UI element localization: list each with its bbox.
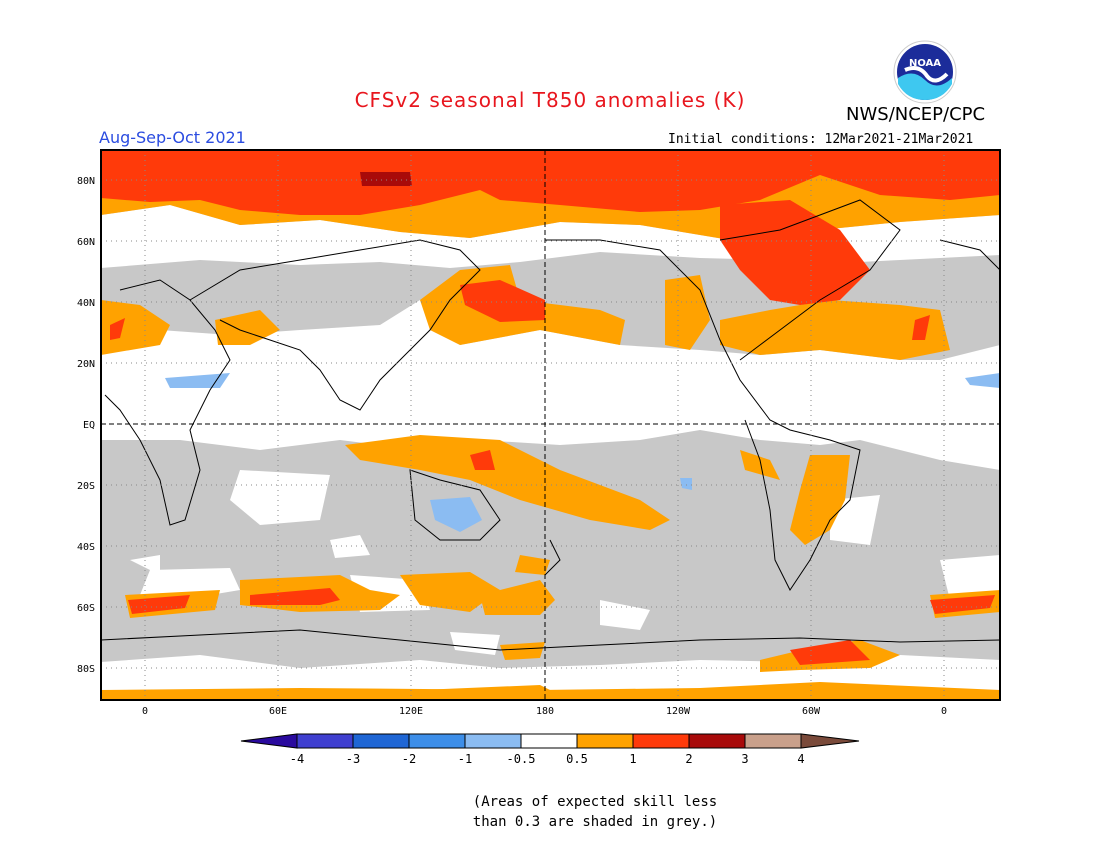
- lat-label: 80S: [77, 664, 95, 675]
- colorbar-label: -2: [402, 752, 416, 766]
- skill-note-line: (Areas of expected skill less: [472, 794, 718, 810]
- colorbar-swatch: [296, 733, 354, 749]
- colorbar-label: -1: [458, 752, 472, 766]
- colorbar-swatch: [632, 733, 690, 749]
- colorbar: -4 -3 -2 -1 -0.5 0.5 1 2 3 4: [240, 733, 860, 766]
- lon-label: 180: [536, 706, 554, 717]
- colorbar-swatch: [352, 733, 410, 749]
- colorbar-max-triangle: [800, 733, 860, 749]
- lat-label: 80N: [77, 176, 95, 187]
- lon-label: 120E: [399, 706, 423, 717]
- colorbar-label: 3: [741, 752, 748, 766]
- lon-label: 120W: [666, 706, 691, 717]
- skill-note: (Areas of expected skill less than 0.3 a…: [430, 792, 760, 832]
- colorbar-label: -0.5: [507, 752, 536, 766]
- anomaly-2-3-area: [360, 172, 412, 186]
- lat-label: 60S: [77, 603, 95, 614]
- colorbar-swatch: [520, 733, 578, 749]
- coastlines: [101, 199, 1000, 651]
- colorbar-swatch: [688, 733, 746, 749]
- colorbar-swatch: [408, 733, 466, 749]
- noaa-logo: NOAA: [893, 40, 957, 104]
- map-panel: [101, 150, 1000, 700]
- colorbar-label: 1: [629, 752, 636, 766]
- colorbar-label: 4: [797, 752, 804, 766]
- lat-axis: 80N 60N 40N 20N EQ 20S 40S 60S 80S: [77, 176, 95, 675]
- lon-label: 0: [941, 706, 947, 717]
- graticule: [101, 150, 1000, 700]
- logo-text: NOAA: [909, 58, 941, 69]
- lat-label: 60N: [77, 237, 95, 248]
- lat-label: 20S: [77, 481, 95, 492]
- colorbar-min-triangle: [240, 733, 298, 749]
- colorbar-label: -3: [346, 752, 360, 766]
- lat-label: EQ: [83, 420, 95, 431]
- lat-label: 20N: [77, 359, 95, 370]
- map-title: CFSv2 seasonal T850 anomalies (K): [354, 88, 746, 112]
- skill-note-line: than 0.3 are shaded in grey.): [472, 814, 718, 830]
- season-label: Aug-Sep-Oct 2021: [99, 128, 246, 147]
- colorbar-swatch: [744, 733, 802, 749]
- colorbar-label: 2: [685, 752, 692, 766]
- colorbar-swatch: [576, 733, 634, 749]
- colorbar-label: -4: [290, 752, 304, 766]
- lat-label: 40S: [77, 542, 95, 553]
- lon-label: 60E: [269, 706, 287, 717]
- colorbar-label: 0.5: [566, 752, 588, 766]
- lon-axis: 0 60E 120E 180 120W 60W 0: [142, 706, 947, 717]
- lat-label: 40N: [77, 298, 95, 309]
- map-frame: [100, 149, 1001, 701]
- colorbar-swatch: [464, 733, 522, 749]
- lon-label: 60W: [802, 706, 821, 717]
- initial-conditions-label: Initial conditions: 12Mar2021-21Mar2021: [668, 132, 974, 147]
- lon-label: 0: [142, 706, 148, 717]
- anomaly-1-2-areas: [101, 150, 1000, 665]
- organization-label: NWS/NCEP/CPC: [846, 104, 986, 125]
